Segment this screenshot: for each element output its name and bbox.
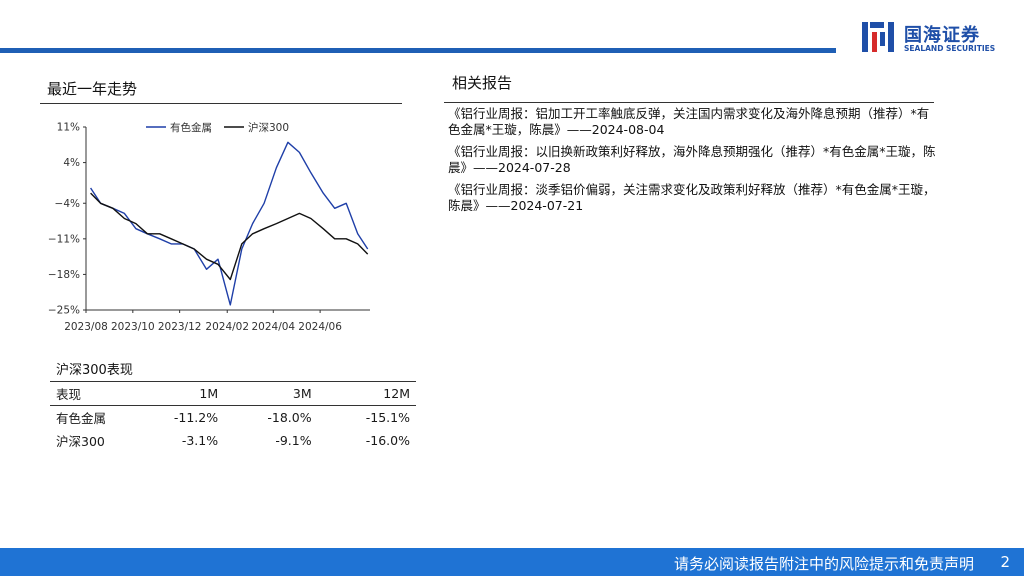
y-tick-label: −18% [48, 269, 80, 281]
x-tick-label: 2024/02 [205, 321, 249, 333]
performance-table: 表现 1M 3M 12M 有色金属 -11.2% -18.0% -15.1% 沪… [50, 382, 416, 452]
x-tick-label: 2024/06 [298, 321, 342, 333]
report-link[interactable]: 《铝行业周报：以旧换新政策利好释放，海外降息预期强化（推荐）*有色金属*王璇，陈… [448, 144, 936, 175]
page-number: 2 [1000, 553, 1010, 571]
header-cell: 1M [148, 382, 219, 406]
brand-name-en: SEALAND SECURITIES [904, 44, 996, 53]
brand-logo: 国海证券 SEALAND SECURITIES [860, 20, 1010, 54]
performance-title: 沪深300表现 [56, 363, 133, 378]
trend-chart: 11% 4% −4% −11% −18% −25% 2023/08 2023/10 2023/… [48, 121, 370, 333]
x-axis: 2023/08 2023/10 2023/12 2024/02 2024/04 2024/… [64, 309, 370, 333]
table-row: 有色金属 -11.2% -18.0% -15.1% [50, 406, 416, 430]
y-axis: 11% 4% −4% −11% −18% −25% [48, 122, 87, 317]
legend-label: 有色金属 [170, 121, 212, 134]
footer-bar: 请务必阅读报告附注中的风险提示和免责声明 2 [0, 548, 1024, 576]
y-tick-label: −25% [48, 305, 80, 317]
footer-disclaimer: 请务必阅读报告附注中的风险提示和免责声明 [673, 555, 974, 573]
y-tick-label: 4% [63, 157, 80, 169]
legend-label: 沪深300 [248, 121, 289, 134]
related-title-rule [444, 102, 934, 103]
table-cell: -18.0% [267, 410, 312, 425]
chart-series [90, 141, 369, 306]
header-cell: 12M [311, 382, 416, 406]
table-cell: -16.0% [365, 433, 410, 448]
x-tick-label: 2024/04 [251, 321, 295, 333]
header-rule [0, 48, 836, 53]
related-report-list: 《铝行业周报：铝加工开工率触底反弹，关注国内需求变化及海外降息预期（推荐）*有色… [448, 106, 938, 220]
brand-name-cn: 国海证券 [904, 25, 980, 46]
x-tick-label: 2023/12 [158, 321, 202, 333]
header-cell: 3M [218, 382, 312, 406]
series-line-csi300 [90, 192, 369, 281]
y-tick-label: −4% [55, 198, 80, 210]
table-cell: -11.2% [173, 410, 219, 425]
logo-icon [862, 22, 894, 52]
chart-legend: 有色金属 沪深300 [146, 121, 289, 134]
performance-top-rule [50, 381, 416, 382]
series-line-nonferrous [90, 141, 369, 306]
report-link[interactable]: 《铝行业周报：淡季铝价偏弱，关注需求变化及政策利好释放（推荐）*有色金属*王璇，… [448, 182, 936, 213]
trend-title: 最近一年走势 [47, 80, 138, 98]
table-cell: 有色金属 [56, 411, 107, 426]
x-tick-label: 2023/10 [111, 321, 155, 333]
table-cell: -15.1% [365, 410, 410, 425]
table-cell: -3.1% [181, 433, 219, 448]
header-cell: 表现 [50, 382, 149, 406]
table-header-row: 表现 1M 3M 12M [50, 382, 416, 406]
table-row: 沪深300 -3.1% -9.1% -16.0% [50, 429, 416, 452]
table-cell: 沪深300 [56, 434, 105, 449]
related-title: 相关报告 [452, 74, 513, 92]
report-link[interactable]: 《铝行业周报：铝加工开工率触底反弹，关注国内需求变化及海外降息预期（推荐）*有色… [448, 106, 930, 137]
y-tick-label: −11% [48, 233, 80, 245]
table-cell: -9.1% [275, 433, 312, 448]
y-tick-label: 11% [57, 122, 80, 134]
x-tick-label: 2023/08 [64, 321, 108, 333]
trend-title-rule [40, 103, 402, 104]
